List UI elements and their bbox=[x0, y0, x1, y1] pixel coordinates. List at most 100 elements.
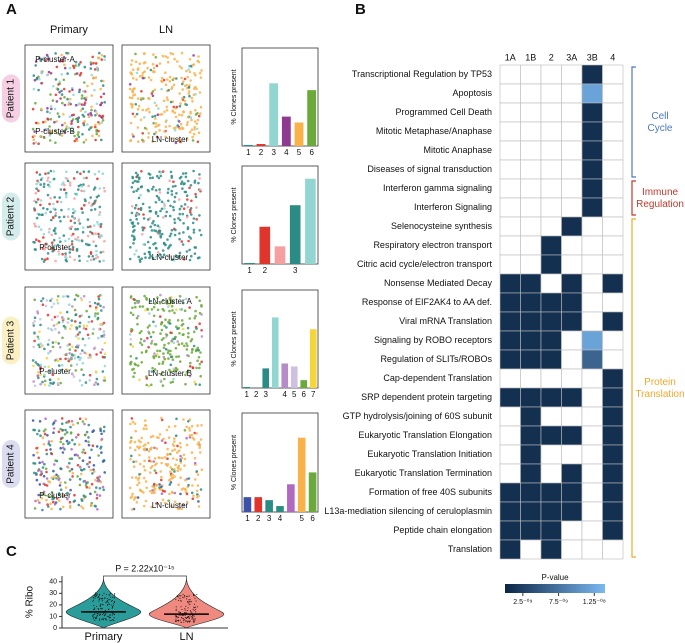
heatmap-cell bbox=[499, 64, 521, 85]
jitter-point bbox=[184, 608, 186, 610]
cell-point bbox=[91, 254, 94, 258]
cell-point bbox=[151, 63, 155, 66]
cell-point bbox=[49, 327, 53, 331]
heatmap-cell bbox=[602, 406, 624, 427]
cell-point bbox=[198, 256, 201, 259]
cell-point bbox=[147, 441, 150, 445]
heatmap-cell bbox=[499, 482, 521, 503]
cell-point bbox=[70, 356, 73, 359]
jitter-point bbox=[98, 619, 100, 621]
cell-point bbox=[169, 470, 172, 474]
cell-point bbox=[68, 348, 72, 351]
cell-point bbox=[67, 419, 71, 423]
heatmap-cell bbox=[499, 463, 521, 484]
cell-point bbox=[192, 438, 196, 441]
cell-point bbox=[38, 57, 41, 60]
heatmap-row: Response of EIF2AK4 to AA def. bbox=[362, 297, 492, 307]
jitter-point bbox=[192, 617, 194, 619]
bar-category: 1 bbox=[245, 514, 250, 523]
jitter-point bbox=[180, 614, 182, 616]
cell-point bbox=[178, 113, 181, 117]
cell-point bbox=[163, 343, 166, 347]
cell-point bbox=[102, 79, 105, 83]
cell-point bbox=[173, 437, 176, 440]
bar-category: 7 bbox=[311, 390, 316, 399]
cell-point bbox=[177, 467, 180, 470]
cluster-label: P-cluster bbox=[39, 243, 71, 252]
cell-point bbox=[148, 206, 151, 209]
cell-point bbox=[96, 255, 100, 259]
cell-point bbox=[149, 435, 153, 439]
cell-point bbox=[166, 98, 169, 102]
cell-point bbox=[188, 365, 192, 368]
cell-point bbox=[199, 112, 202, 115]
heatmap-cell bbox=[540, 83, 562, 104]
cell-point bbox=[179, 454, 182, 458]
heatmap-row: Interferon gamma signaling bbox=[383, 183, 492, 193]
bar-category: 2 bbox=[254, 390, 259, 399]
heatmap-cell bbox=[540, 254, 562, 275]
cell-point bbox=[195, 489, 199, 493]
cell-point bbox=[147, 96, 150, 100]
cell-point bbox=[68, 181, 72, 184]
cell-point bbox=[100, 334, 104, 338]
cell-point bbox=[82, 373, 85, 377]
jitter-point bbox=[177, 616, 179, 618]
cell-point bbox=[194, 192, 197, 196]
jitter-point bbox=[176, 620, 178, 622]
cell-point bbox=[172, 373, 176, 376]
cell-point bbox=[139, 208, 143, 212]
cell-point bbox=[48, 384, 51, 387]
cell-point bbox=[131, 112, 135, 116]
cell-point bbox=[159, 322, 163, 326]
heatmap-cell bbox=[602, 159, 624, 180]
cell-point bbox=[134, 305, 137, 309]
jitter-point bbox=[95, 617, 97, 619]
cell-point bbox=[37, 493, 40, 497]
cell-point bbox=[159, 379, 162, 382]
heatmap-cell bbox=[540, 121, 562, 142]
cell-point bbox=[177, 502, 181, 506]
cell-point bbox=[196, 484, 200, 487]
cell-point bbox=[173, 440, 176, 443]
cell-point bbox=[178, 218, 182, 222]
cell-point bbox=[192, 63, 196, 66]
cell-point bbox=[37, 337, 40, 341]
cell-point bbox=[80, 472, 83, 476]
cell-point bbox=[83, 101, 87, 104]
cell-point bbox=[37, 343, 40, 347]
cell-point bbox=[51, 249, 54, 253]
cell-point bbox=[93, 68, 97, 71]
cell-point bbox=[71, 423, 75, 427]
cell-point bbox=[90, 320, 94, 323]
cell-point bbox=[37, 225, 41, 228]
cell-point bbox=[187, 179, 190, 183]
cell-point bbox=[161, 371, 164, 374]
cell-point bbox=[57, 430, 61, 434]
cell-point bbox=[78, 443, 81, 446]
cell-point bbox=[82, 183, 85, 186]
cell-point bbox=[68, 478, 72, 481]
cell-point bbox=[103, 189, 106, 193]
cell-point bbox=[73, 320, 77, 323]
cluster-label: LN-cluster A bbox=[148, 297, 192, 306]
cell-point bbox=[47, 338, 51, 342]
cell-point bbox=[170, 355, 173, 359]
cell-point bbox=[170, 339, 174, 342]
bar bbox=[281, 363, 289, 388]
jitter-point bbox=[103, 597, 105, 599]
jitter-point bbox=[98, 599, 100, 600]
cell-point bbox=[53, 120, 56, 124]
cell-point bbox=[61, 446, 65, 450]
jitter-point bbox=[105, 594, 107, 595]
cell-point bbox=[170, 301, 173, 304]
cell-point bbox=[152, 305, 156, 309]
cell-point bbox=[76, 133, 80, 136]
cell-point bbox=[98, 213, 101, 217]
cell-point bbox=[75, 170, 79, 174]
cell-point bbox=[166, 60, 170, 64]
cell-point bbox=[49, 117, 53, 121]
cell-point bbox=[129, 496, 133, 500]
cell-point bbox=[68, 469, 72, 473]
heatmap-cell bbox=[561, 387, 583, 408]
